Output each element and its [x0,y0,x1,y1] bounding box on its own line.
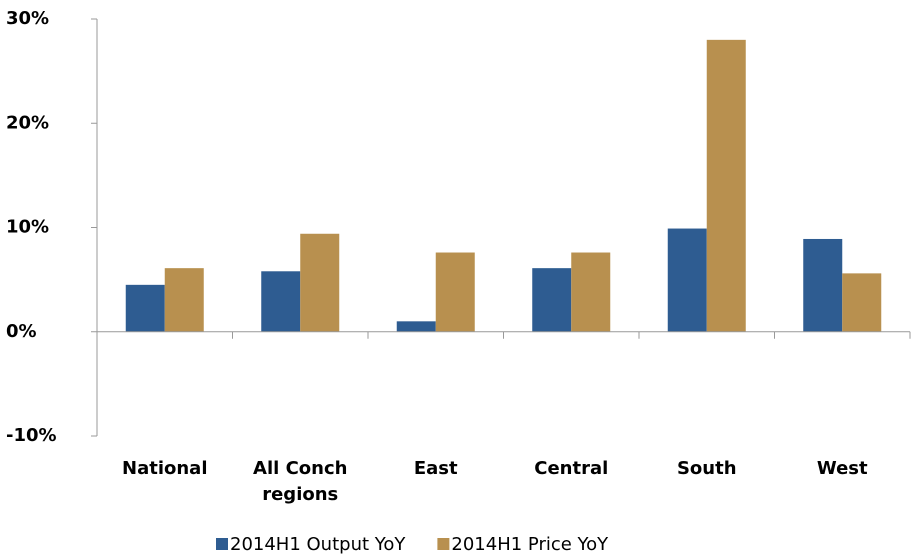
bar [842,273,882,332]
bar [164,268,204,332]
y-tick-label: -10% [6,425,57,446]
y-tick-label: 20% [6,112,49,133]
legend-swatch [216,538,228,550]
legend-label: 2014H1 Output YoY [230,534,406,555]
bar [435,252,475,332]
bar [300,233,340,332]
legend-label: 2014H1 Price YoY [451,534,609,555]
y-tick-label: 30% [6,8,49,29]
x-tick-label: South [676,458,737,479]
bar [706,39,746,332]
bar [396,321,436,332]
bar [261,271,301,332]
bar [532,268,572,332]
y-tick-label: 10% [6,217,49,238]
x-tick-label: East [413,458,458,479]
y-tick-label: 0% [6,321,37,342]
legend-swatch [437,538,450,550]
bar [803,238,843,332]
bar [667,228,707,332]
bar [125,284,165,332]
x-tick-label: All Conch regions [253,458,348,505]
x-tick-label: West [816,458,868,479]
x-tick-label: National [122,458,208,479]
bar [571,252,611,332]
x-tick-label: Central [534,458,609,479]
